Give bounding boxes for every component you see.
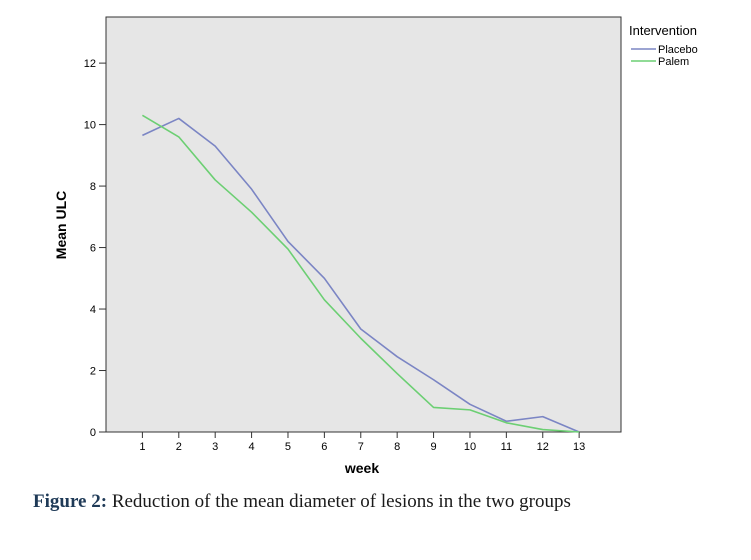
x-tick-label: 5 bbox=[285, 441, 291, 453]
y-tick-label: 6 bbox=[90, 243, 96, 255]
legend-title: Intervention bbox=[629, 23, 697, 38]
x-tick-label: 8 bbox=[394, 441, 400, 453]
figure-caption: Figure 2: Reduction of the mean diameter… bbox=[33, 490, 653, 513]
x-tick-label: 12 bbox=[537, 441, 549, 453]
y-tick-label: 4 bbox=[90, 304, 96, 316]
x-tick-label: 3 bbox=[212, 441, 218, 453]
caption-label: Figure 2: bbox=[33, 491, 108, 512]
series-line-palem bbox=[141, 114, 580, 433]
x-tick-label: 7 bbox=[358, 441, 364, 453]
y-tick-label: 2 bbox=[90, 366, 96, 378]
legend-entry-palem: Palem bbox=[658, 56, 689, 68]
legend-entry-placebo: Placebo bbox=[658, 44, 698, 56]
y-tick-label: 10 bbox=[84, 120, 96, 132]
x-axis-title: week bbox=[344, 460, 379, 476]
series-line-placebo bbox=[142, 117, 580, 433]
series-lines bbox=[141, 114, 580, 433]
x-tick-label: 4 bbox=[249, 441, 255, 453]
x-tick-label: 1 bbox=[139, 441, 145, 453]
y-axis: 0 2 4 6 8 10 12 bbox=[84, 58, 106, 439]
x-tick-label: 2 bbox=[176, 441, 182, 453]
x-tick-label: 10 bbox=[464, 441, 476, 453]
x-tick-label: 11 bbox=[501, 441, 512, 453]
y-tick-label: 0 bbox=[90, 427, 96, 439]
plot-area bbox=[105, 16, 622, 433]
x-axis: 1 2 3 4 5 6 7 8 9 10 11 12 13 bbox=[139, 432, 585, 453]
y-tick-label: 8 bbox=[90, 181, 96, 193]
y-tick-label: 12 bbox=[84, 58, 96, 70]
x-tick-label: 13 bbox=[573, 441, 585, 453]
x-tick-label: 9 bbox=[430, 441, 436, 453]
x-tick-label: 6 bbox=[321, 441, 327, 453]
y-axis-title: Mean ULC bbox=[53, 191, 69, 259]
caption-text: Reduction of the mean diameter of lesion… bbox=[107, 491, 571, 512]
